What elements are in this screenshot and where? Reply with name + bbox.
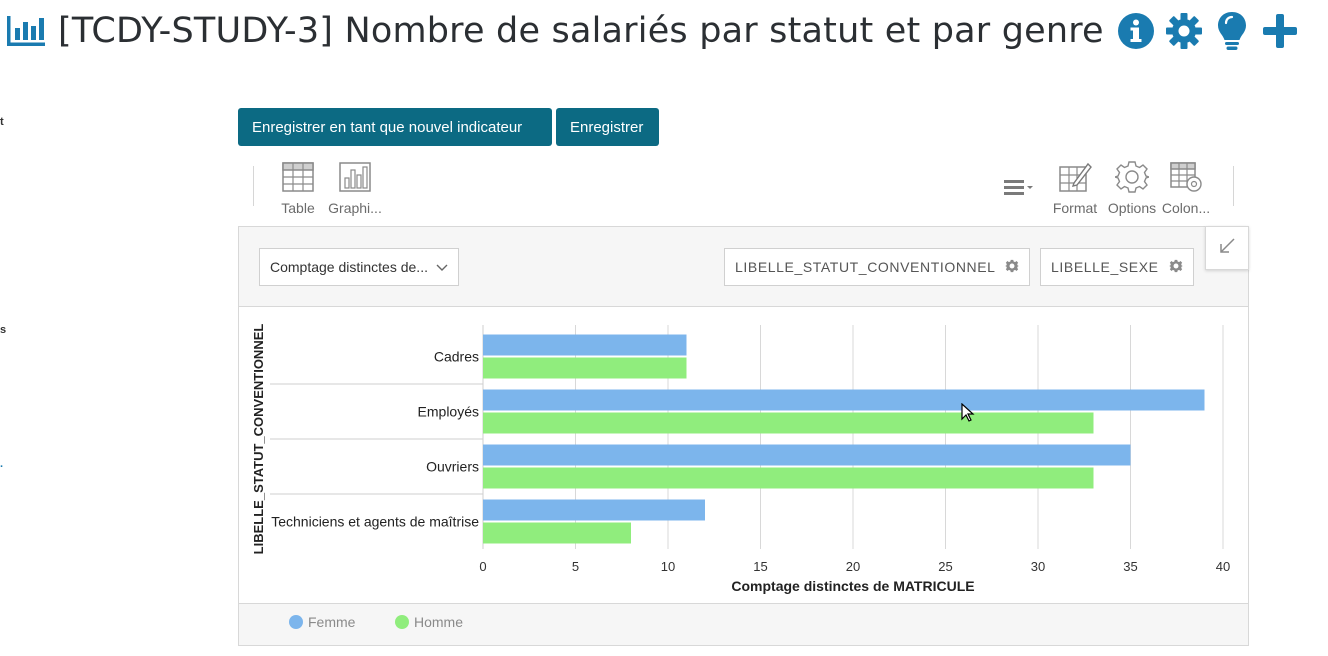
- plus-icon[interactable]: [1260, 11, 1300, 51]
- chart-panel: Comptage distinctes de... LIBELLE_STATUT…: [238, 226, 1249, 646]
- info-icon[interactable]: [1116, 11, 1156, 51]
- series-field-label: LIBELLE_SEXE: [1051, 259, 1159, 275]
- measure-dropdown-label: Comptage distinctes de...: [270, 259, 428, 275]
- legend-item-femme[interactable]: Femme: [289, 614, 355, 630]
- options-button[interactable]: Options: [1108, 160, 1156, 216]
- gear-icon[interactable]: [1169, 259, 1183, 276]
- table-icon: [282, 160, 314, 194]
- page-header: [TCDY-STUDY-3] Nombre de salariés par st…: [6, 6, 1300, 56]
- chart-view-button[interactable]: Graphi...: [326, 160, 384, 216]
- sidebar-fragment: .: [0, 458, 4, 470]
- table-view-button[interactable]: Table: [278, 160, 318, 216]
- table-settings-icon: [1169, 160, 1203, 194]
- chart-panel-footer: [239, 603, 1248, 645]
- legend-label: Femme: [308, 614, 356, 630]
- collapse-arrow-icon: [1217, 236, 1237, 261]
- sidebar-fragment: s: [0, 324, 7, 336]
- chart-view-label: Graphi...: [328, 200, 382, 216]
- table-view-label: Table: [281, 200, 315, 216]
- chevron-down-icon: [436, 259, 448, 275]
- page-title: [TCDY-STUDY-3] Nombre de salariés par st…: [58, 11, 1104, 51]
- menu-button[interactable]: [1002, 170, 1036, 204]
- collapse-button[interactable]: [1205, 226, 1249, 270]
- format-label: Format: [1052, 200, 1098, 216]
- dimension-field-label: LIBELLE_STATUT_CONVENTIONNEL: [735, 259, 996, 275]
- bar-chart-icon: [339, 160, 371, 194]
- dimension-field-selector[interactable]: LIBELLE_STATUT_CONVENTIONNEL: [724, 248, 1030, 286]
- columns-label: Colon...: [1161, 200, 1211, 216]
- chart-panel-header: Comptage distinctes de... LIBELLE_STATUT…: [239, 227, 1248, 307]
- measure-dropdown[interactable]: Comptage distinctes de...: [259, 248, 459, 286]
- sidebar-fragment: t: [0, 116, 4, 128]
- bar-chart-icon: [6, 11, 46, 51]
- columns-button[interactable]: Colon...: [1160, 160, 1212, 216]
- options-label: Options: [1107, 200, 1157, 216]
- toolbar-divider: [1233, 166, 1234, 206]
- gear-icon[interactable]: [1005, 259, 1019, 276]
- legend-label: Homme: [414, 614, 464, 630]
- hamburger-menu-icon: [1003, 170, 1035, 204]
- legend-item-homme[interactable]: Homme: [395, 614, 463, 630]
- save-as-new-indicator-button[interactable]: Enregistrer en tant que nouvel indicateu…: [238, 108, 552, 146]
- edit-format-icon: [1058, 160, 1092, 194]
- save-button[interactable]: Enregistrer: [556, 108, 659, 146]
- gear-icon[interactable]: [1164, 11, 1204, 51]
- legend-marker: [289, 615, 303, 629]
- gear-icon: [1115, 160, 1149, 194]
- legend-marker: [395, 615, 409, 629]
- format-button[interactable]: Format: [1052, 160, 1098, 216]
- mouse-cursor-icon: [961, 403, 975, 422]
- lightbulb-icon[interactable]: [1212, 11, 1252, 51]
- toolbar-divider: [253, 166, 254, 206]
- series-field-selector[interactable]: LIBELLE_SEXE: [1040, 248, 1194, 286]
